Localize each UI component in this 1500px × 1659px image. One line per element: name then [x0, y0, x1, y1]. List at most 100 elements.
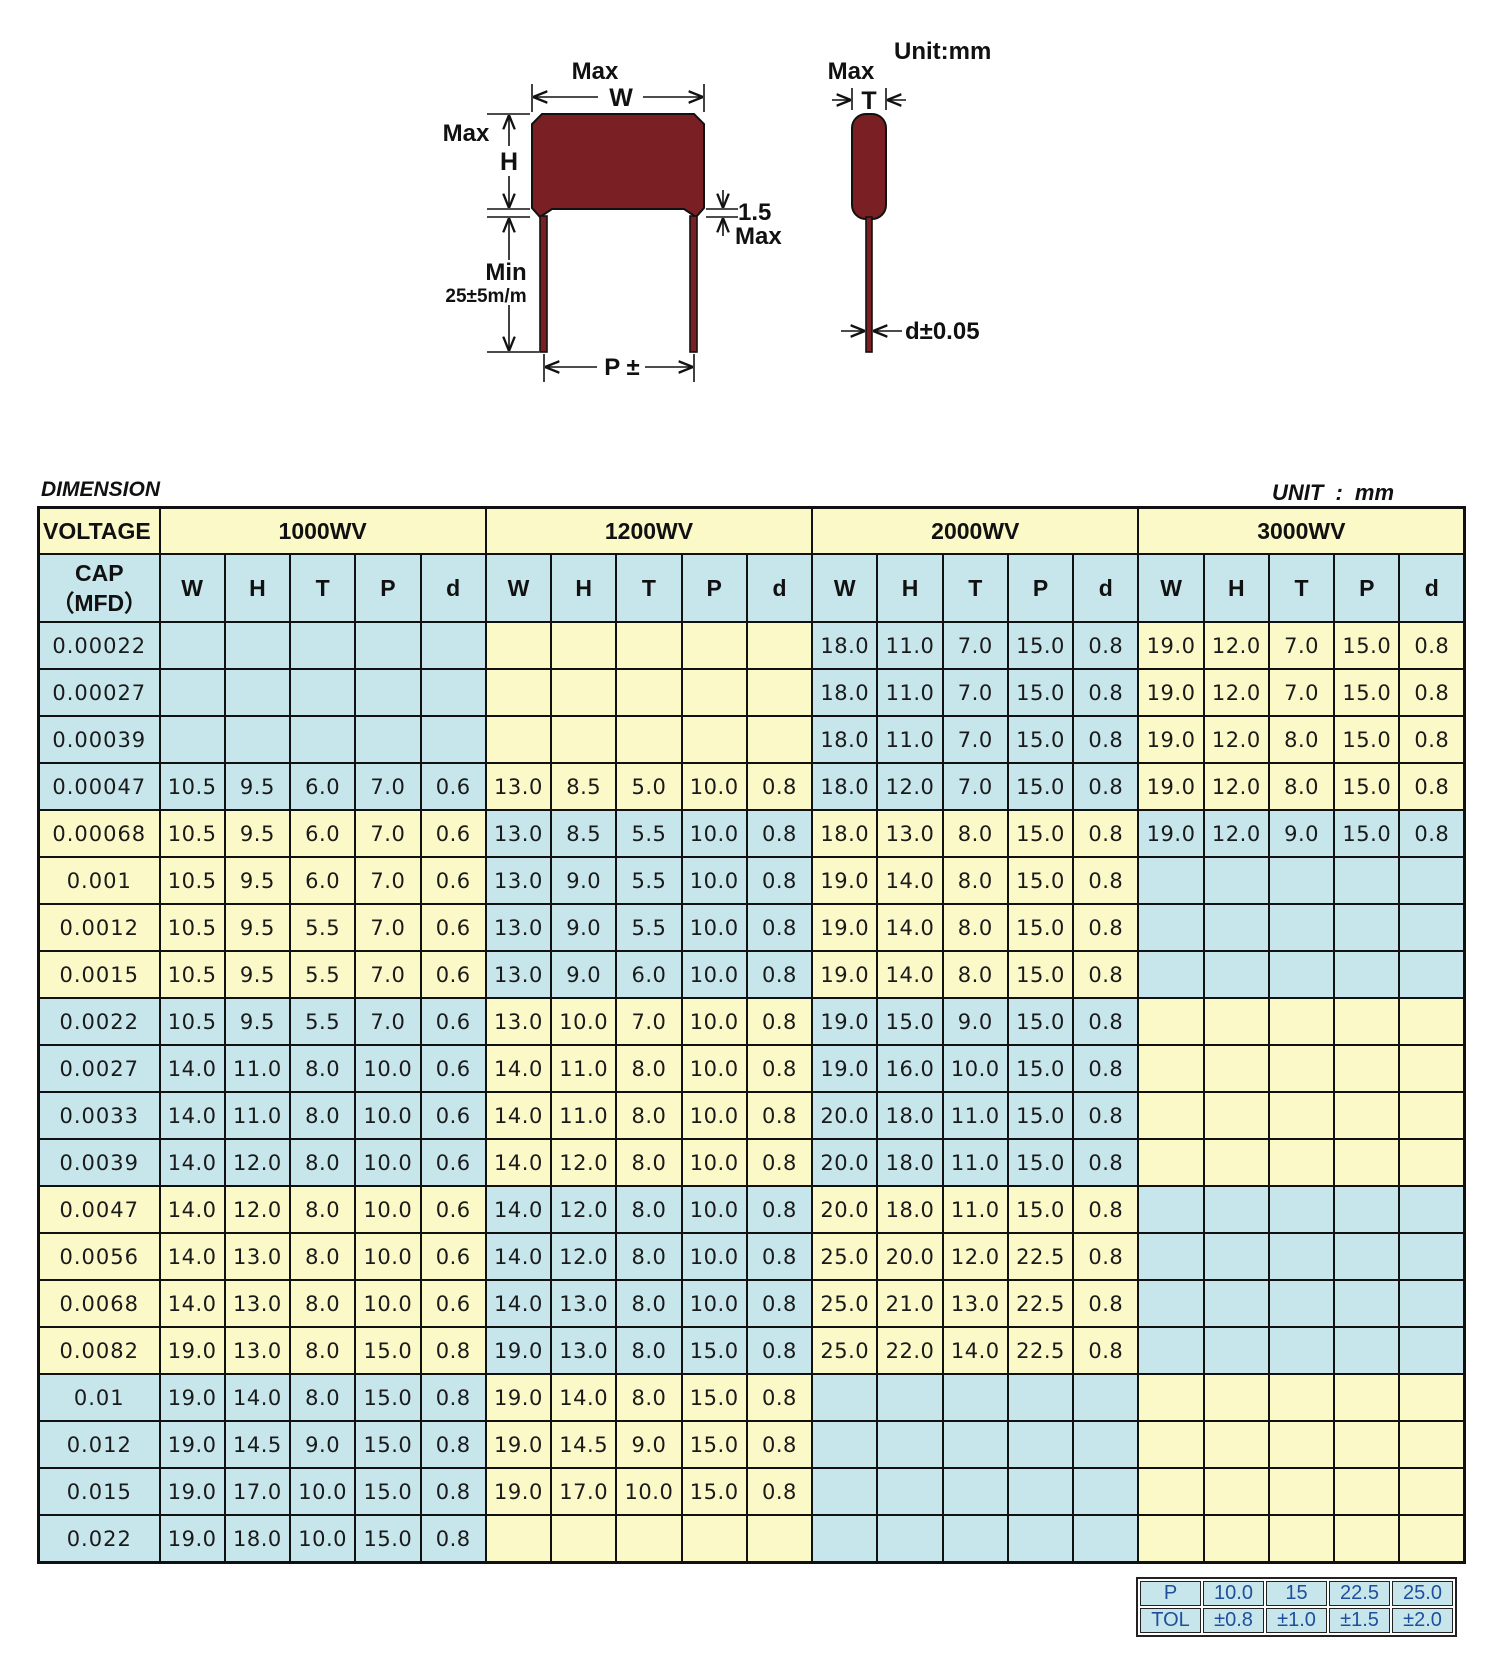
column-header-p: P — [1006, 553, 1075, 623]
dimension-cell-t: 5.5 — [615, 903, 683, 952]
capacitor-body-side — [851, 113, 887, 220]
dimension-cell-w — [811, 1467, 879, 1516]
dimension-cell-h: 8.5 — [550, 809, 618, 858]
dimension-cell-h — [223, 621, 292, 670]
table-row: 0.00068 10.5 9.5 6.0 7.0 0.6 13.0 8.5 5.5 10.0 0.8… — [37, 809, 1466, 858]
dimension-cell-h: 12.0 — [550, 1232, 618, 1281]
dimension-cell-w — [1137, 1138, 1205, 1187]
dimension-cell-p: 15.0 — [680, 1373, 748, 1422]
dimension-cell-h — [1202, 1420, 1270, 1469]
cap-header-line2: （MFD） — [51, 590, 148, 616]
dimension-cell-w: 14.0 — [158, 1044, 226, 1093]
table-row: 0.00027 18.0 11.0 7.0 15.0 0.8 19.0 12.0 7.0 15.0… — [37, 668, 1466, 717]
column-header-p: P — [680, 553, 748, 623]
dimension-cell-w — [1137, 1091, 1205, 1140]
dimension-cell-t — [1267, 1279, 1336, 1328]
dimension-cell-t: 7.0 — [941, 715, 1009, 764]
dimension-cell-p: 7.0 — [354, 903, 422, 952]
dimension-cell-d: 0.8 — [1072, 1185, 1140, 1234]
dimension-cell-p — [354, 715, 422, 764]
dimension-cell-h: 13.0 — [223, 1326, 292, 1375]
dimension-cell-t: 13.0 — [941, 1279, 1009, 1328]
dimension-cell-p: 15.0 — [1006, 715, 1075, 764]
dimension-cell-d — [1398, 1185, 1466, 1234]
table-row: 0.0022 10.5 9.5 5.5 7.0 0.6 13.0 10.0 7.0 10.0 0.8… — [37, 997, 1466, 1046]
dimension-cell-d: 0.8 — [1398, 668, 1466, 717]
dimension-cell-w: 14.0 — [484, 1044, 553, 1093]
dimension-cell-p: 22.5 — [1006, 1326, 1075, 1375]
dimension-cell-t: 10.0 — [615, 1467, 683, 1516]
dimension-cell-w: 19.0 — [1137, 715, 1205, 764]
dimension-cell-w: 13.0 — [484, 762, 553, 811]
dimension-cell-t — [288, 715, 357, 764]
dimension-cell-h: 14.5 — [550, 1420, 618, 1469]
dimension-cell-w: 14.0 — [484, 1232, 553, 1281]
dimension-cell-p: 15.0 — [1333, 668, 1401, 717]
column-header-t: T — [615, 553, 683, 623]
lead-min-label: Min — [485, 259, 526, 286]
dimension-cell-h: 11.0 — [223, 1044, 292, 1093]
dimension-cell-p: 15.0 — [1006, 1185, 1075, 1234]
cap-value: 0.0022 — [37, 997, 161, 1046]
dimension-cell-p: 10.0 — [680, 762, 748, 811]
dimension-cell-p: 10.0 — [354, 1091, 422, 1140]
dimension-cell-t: 8.0 — [288, 1138, 357, 1187]
voltage-1000wv: 1000WV — [158, 506, 487, 555]
dimension-cell-d: 0.8 — [1072, 621, 1140, 670]
dimension-cell-w: 14.0 — [158, 1138, 226, 1187]
cap-value: 0.012 — [37, 1420, 161, 1469]
dimension-cell-w: 19.0 — [158, 1467, 226, 1516]
dimension-cell-t: 9.0 — [941, 997, 1009, 1046]
dimension-cell-d — [745, 668, 814, 717]
dimension-cell-t: 7.0 — [941, 621, 1009, 670]
dimension-cell-t — [941, 1420, 1009, 1469]
dimension-cell-t: 8.0 — [941, 809, 1009, 858]
dimension-cell-p — [1333, 1373, 1401, 1422]
dimension-cell-d: 0.8 — [745, 1326, 814, 1375]
pitch-header: P — [1140, 1581, 1201, 1606]
dimension-cell-w — [484, 668, 553, 717]
dimension-cell-t — [1267, 1138, 1336, 1187]
dimension-cell-h: 9.0 — [550, 903, 618, 952]
dimension-cell-t — [941, 1467, 1009, 1516]
dimension-cell-w — [484, 715, 553, 764]
dimension-cell-d: 0.8 — [1072, 809, 1140, 858]
dimension-cell-p: 7.0 — [354, 950, 422, 999]
dimension-cell-d: 0.8 — [1072, 762, 1140, 811]
voltage-header-row: VOLTAGE 1000WV 1200WV 2000WV 3000WV — [37, 506, 1466, 555]
dimension-cell-p — [1333, 1232, 1401, 1281]
dimension-cell-t: 8.0 — [941, 856, 1009, 905]
dimension-cell-h: 14.5 — [223, 1420, 292, 1469]
dimension-cell-p — [1333, 1091, 1401, 1140]
dimension-cell-p: 7.0 — [354, 762, 422, 811]
dimension-cell-t — [615, 1514, 683, 1564]
dimension-cell-w — [1137, 1326, 1205, 1375]
dimension-cell-p: 10.0 — [354, 1232, 422, 1281]
dimension-cell-h: 21.0 — [876, 1279, 944, 1328]
gap-value-label: 1.5 — [738, 199, 771, 226]
dimension-cell-h — [1202, 1373, 1270, 1422]
dimension-cell-t — [941, 1373, 1009, 1422]
column-header-w: W — [811, 553, 879, 623]
dimension-cell-t — [1267, 856, 1336, 905]
dimension-cell-d: 0.6 — [419, 1279, 487, 1328]
dimension-cell-h — [223, 715, 292, 764]
dimension-cell-w: 13.0 — [484, 997, 553, 1046]
dimension-cell-w — [1137, 1279, 1205, 1328]
dimension-cell-d: 0.8 — [1398, 621, 1466, 670]
dimension-cell-w — [1137, 1514, 1205, 1564]
dimension-cell-w — [811, 1373, 879, 1422]
dimension-cell-p — [680, 1514, 748, 1564]
dimension-cell-d: 0.8 — [1072, 950, 1140, 999]
dimension-cell-p: 10.0 — [354, 1044, 422, 1093]
column-header-w: W — [1137, 553, 1205, 623]
dimension-cell-t — [1267, 1044, 1336, 1093]
dimension-cell-h: 12.0 — [1202, 668, 1270, 717]
dimension-cell-t: 8.0 — [615, 1232, 683, 1281]
dimension-cell-p — [680, 621, 748, 670]
column-header-d: d — [419, 553, 487, 623]
dimension-cell-d: 0.8 — [419, 1420, 487, 1469]
dimension-cell-p — [1333, 1279, 1401, 1328]
dimension-cell-t: 5.5 — [288, 997, 357, 1046]
dimension-cell-d: 0.8 — [1072, 1326, 1140, 1375]
